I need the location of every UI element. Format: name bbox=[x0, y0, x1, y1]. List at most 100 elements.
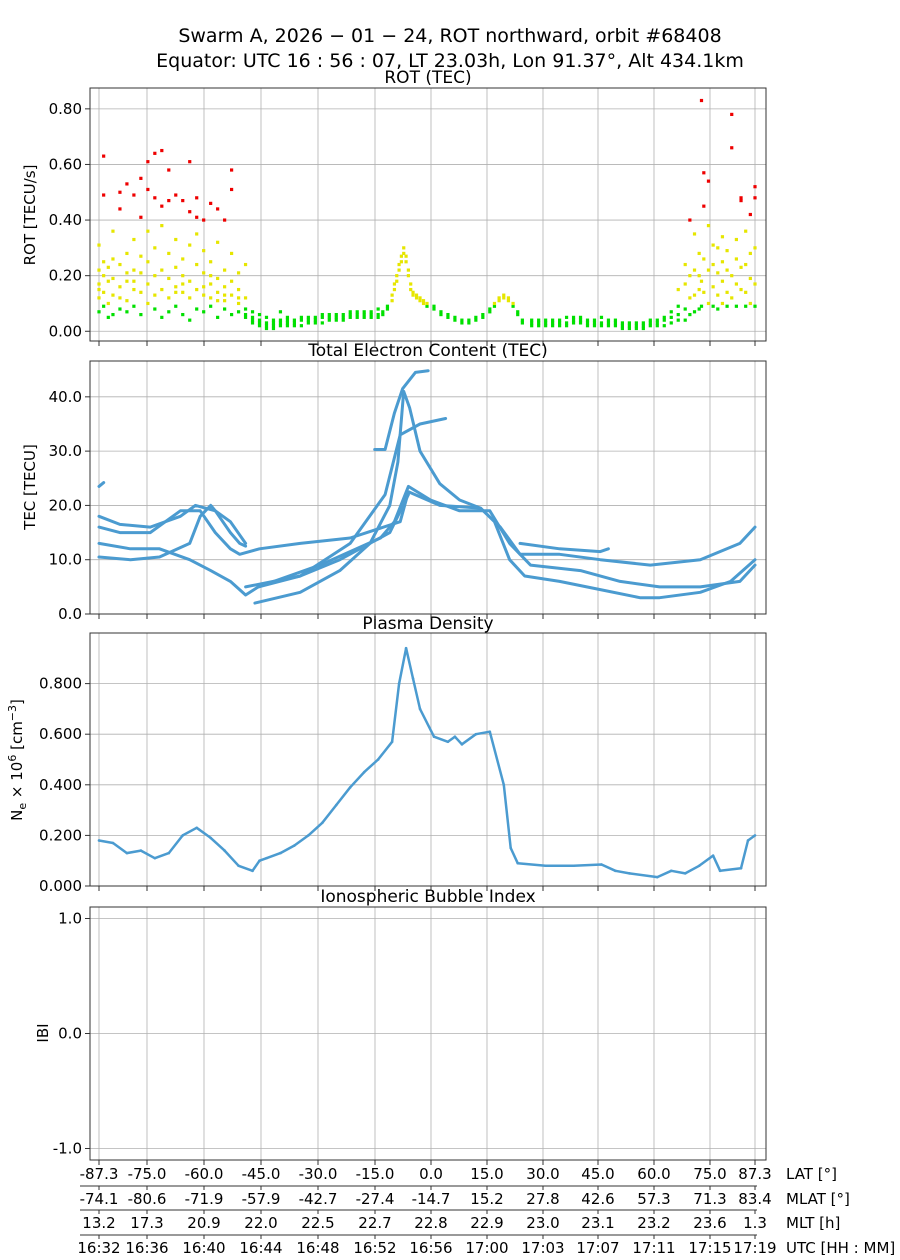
rot-point bbox=[544, 324, 548, 328]
rot-point bbox=[209, 274, 213, 278]
rot-point bbox=[125, 299, 129, 303]
rot-point bbox=[411, 290, 415, 294]
rot-point bbox=[706, 301, 711, 306]
rot-point bbox=[236, 310, 241, 314]
rot-point bbox=[355, 312, 359, 317]
rot-point bbox=[502, 293, 506, 297]
rot-point bbox=[257, 324, 262, 328]
y-tick-label: 0.400 bbox=[39, 776, 82, 794]
rot-point bbox=[699, 279, 704, 283]
rot-point bbox=[106, 315, 110, 319]
rot-point bbox=[725, 268, 729, 272]
rot-point bbox=[174, 304, 178, 308]
rot-point bbox=[160, 148, 164, 153]
rot-point bbox=[676, 312, 680, 317]
rot-point bbox=[97, 268, 101, 272]
rot-point bbox=[460, 321, 464, 325]
tec-panel-title: Total Electron Content (TEC) bbox=[307, 341, 548, 361]
rot-point bbox=[278, 324, 283, 328]
rot-point bbox=[399, 260, 404, 264]
rot-point bbox=[641, 326, 645, 331]
x-tick-label: 22.0 bbox=[244, 1214, 277, 1232]
rot-point bbox=[409, 287, 413, 292]
rot-point bbox=[257, 318, 262, 322]
rot-point bbox=[655, 324, 659, 328]
x-tick-label: 16:40 bbox=[182, 1239, 225, 1257]
rot-point bbox=[223, 218, 227, 222]
rot-point bbox=[236, 271, 241, 275]
rot-point bbox=[216, 207, 220, 211]
rot-point bbox=[592, 318, 597, 322]
rot-point bbox=[243, 296, 248, 300]
rot-point bbox=[292, 321, 297, 325]
rot-point bbox=[195, 196, 199, 200]
density-point bbox=[397, 682, 401, 685]
rot-point bbox=[385, 307, 390, 311]
density-panel-title: Plasma Density bbox=[362, 614, 493, 634]
rot-point bbox=[250, 310, 255, 314]
rot-point bbox=[744, 229, 748, 233]
rot-point bbox=[592, 324, 597, 328]
density-point bbox=[746, 839, 750, 842]
rot-point bbox=[397, 262, 401, 267]
rot-point bbox=[264, 326, 269, 331]
rot-point bbox=[327, 312, 331, 317]
rot-point bbox=[706, 268, 711, 272]
rot-point bbox=[564, 321, 569, 325]
x-tick-label: -15.0 bbox=[356, 1165, 395, 1183]
figure-title-line2: Equator: UTC 16 : 56 : 07, LT 23.03h, Lo… bbox=[156, 50, 744, 72]
rot-point bbox=[692, 310, 697, 314]
density-point bbox=[516, 861, 520, 865]
rot-point bbox=[188, 160, 192, 164]
x-tick-label: -75.0 bbox=[128, 1165, 167, 1183]
rot-point bbox=[688, 312, 692, 317]
density-point bbox=[600, 863, 603, 866]
rot-point bbox=[181, 257, 185, 261]
rot-point bbox=[209, 260, 213, 264]
density-point bbox=[265, 856, 268, 860]
rot-point bbox=[711, 262, 715, 267]
rot-point bbox=[334, 318, 338, 322]
rot-point bbox=[181, 198, 185, 203]
rot-point bbox=[106, 265, 110, 269]
density-point bbox=[97, 839, 101, 842]
rot-point bbox=[627, 321, 631, 325]
rot-point bbox=[369, 315, 373, 319]
rot-point bbox=[125, 310, 129, 314]
density-point bbox=[614, 869, 617, 873]
tec-track bbox=[97, 503, 248, 545]
rot-point bbox=[202, 293, 206, 297]
tec-track bbox=[97, 481, 106, 488]
rot-point bbox=[734, 237, 738, 242]
rot-point bbox=[511, 304, 515, 308]
rot-point bbox=[97, 243, 101, 247]
rot-point bbox=[557, 321, 562, 325]
x-tick-label: -71.9 bbox=[185, 1190, 224, 1208]
rot-point bbox=[271, 318, 276, 322]
rot-point bbox=[409, 282, 413, 286]
density-axes-frame bbox=[89, 632, 767, 887]
x-tick-label: 45.0 bbox=[581, 1165, 614, 1183]
rot-point bbox=[146, 301, 150, 306]
y-tick-label: -1.0 bbox=[53, 1140, 82, 1158]
density-point bbox=[404, 646, 408, 650]
rot-point bbox=[285, 315, 290, 319]
rot-point bbox=[606, 324, 611, 328]
density-point bbox=[753, 834, 757, 837]
rot-point bbox=[167, 168, 171, 172]
rot-point bbox=[146, 187, 150, 192]
rot-point bbox=[341, 318, 345, 322]
rot-point bbox=[102, 274, 106, 278]
rot-point bbox=[118, 262, 122, 267]
rot-point bbox=[692, 232, 697, 236]
rot-point bbox=[160, 224, 164, 228]
rot-point bbox=[716, 271, 720, 275]
x-tick-label: 13.2 bbox=[82, 1214, 115, 1232]
rot-point bbox=[748, 301, 752, 306]
rot-point bbox=[348, 312, 352, 317]
rot-point bbox=[102, 154, 106, 158]
rot-point bbox=[118, 190, 122, 194]
rot-point bbox=[106, 301, 110, 306]
x-tick-label: -57.9 bbox=[242, 1190, 281, 1208]
x-tick-label: 22.9 bbox=[470, 1214, 503, 1232]
